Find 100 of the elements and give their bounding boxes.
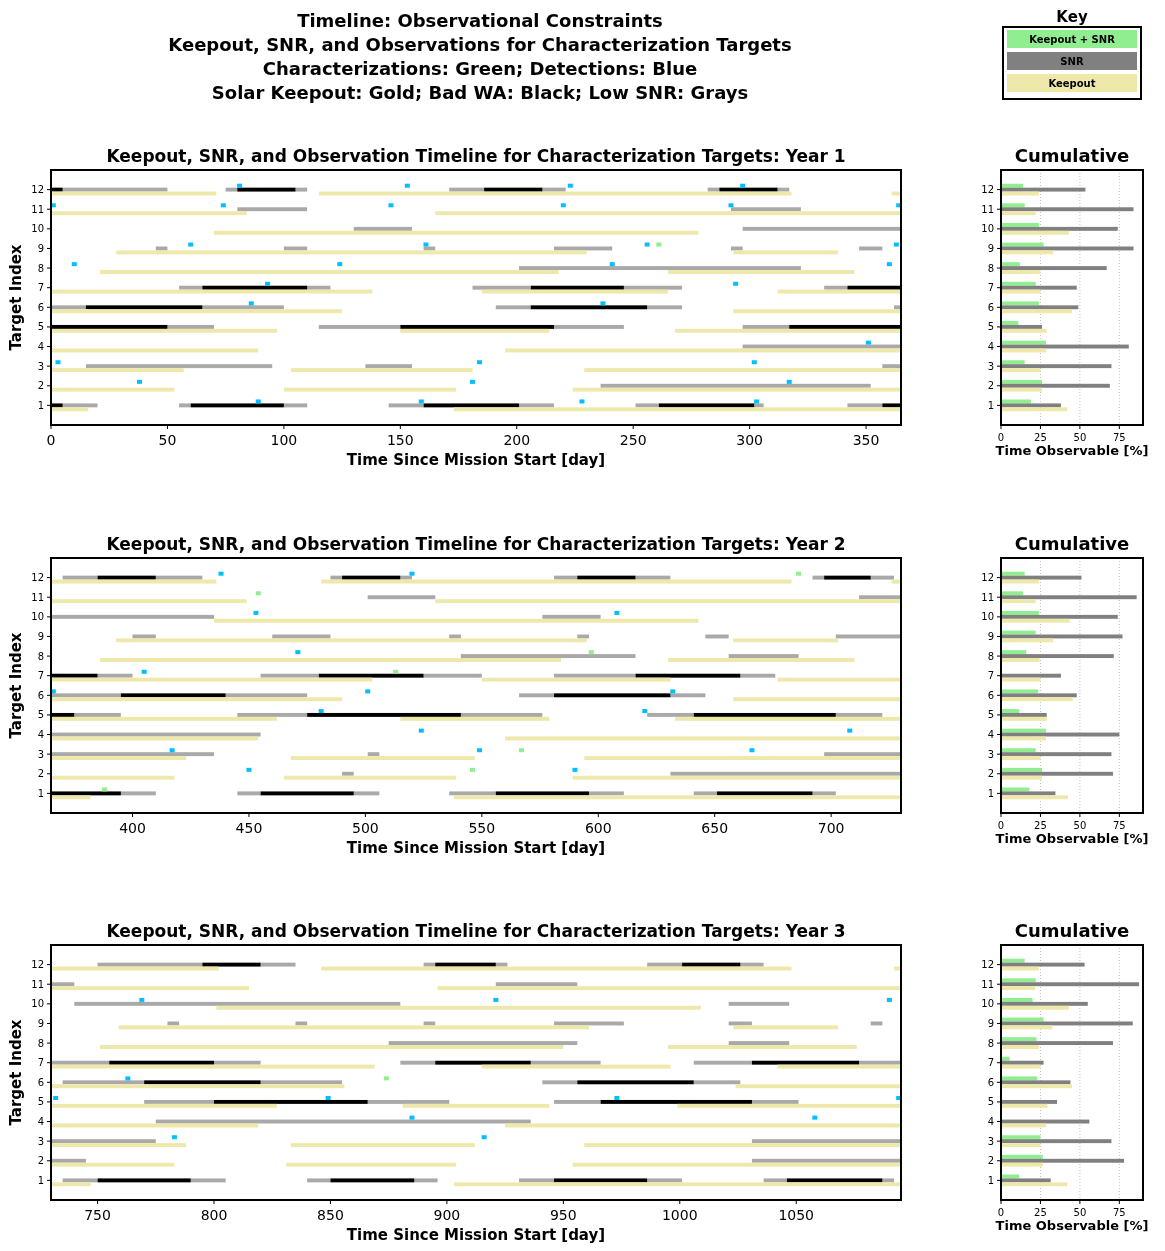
- x-tick-label: 0: [46, 432, 56, 448]
- y-tick-label: 3: [987, 360, 994, 372]
- y-tick-label: 9: [987, 630, 994, 642]
- y-tick-label: 1: [987, 787, 994, 799]
- bar: [1001, 340, 1046, 345]
- bar: [1001, 958, 1025, 963]
- bar: [1001, 728, 1046, 733]
- bar: [1001, 344, 1129, 349]
- bar: [1001, 986, 1035, 991]
- y-tick-label: 1: [987, 1174, 994, 1186]
- y-tick-label: 6: [37, 1076, 44, 1088]
- x-tick-label: 50: [158, 432, 177, 448]
- y-tick-label: 7: [37, 282, 44, 294]
- x-tick-label: 350: [852, 432, 880, 448]
- text: Keepout + SNR: [1029, 34, 1116, 45]
- bar: [1001, 1064, 1041, 1069]
- y-tick-label: 10: [31, 223, 44, 235]
- bar: [1001, 732, 1120, 737]
- bar: [1001, 360, 1025, 365]
- y-tick-label: 2: [37, 768, 44, 780]
- y-tick-label: 8: [37, 262, 44, 274]
- y-tick-label: 3: [987, 1135, 994, 1147]
- y-tick-label: 9: [987, 1017, 994, 1029]
- x-tick-label: 300: [736, 432, 763, 448]
- x-tick-label: 450: [235, 820, 263, 836]
- y-axis-title: Target Index: [7, 244, 25, 351]
- bar: [1001, 978, 1036, 983]
- bar: [1001, 982, 1140, 987]
- y-tick-label: 11: [31, 591, 44, 603]
- y-tick-label: 5: [987, 1096, 994, 1108]
- x-tick-label: 900: [433, 1207, 461, 1223]
- bar: [1001, 1139, 1112, 1144]
- y-tick-label: 1: [37, 787, 44, 799]
- y-tick-label: 5: [37, 709, 44, 721]
- y-tick-label: 4: [987, 729, 994, 741]
- bar: [1001, 183, 1024, 188]
- bar: [1001, 270, 1041, 274]
- x-tick-label: 0: [997, 820, 1005, 831]
- bar: [1001, 771, 1114, 776]
- y-tick-label: 11: [31, 978, 44, 990]
- bar: [1001, 1056, 1010, 1061]
- x-tick-label: 75: [1112, 820, 1126, 831]
- bar: [1001, 595, 1137, 600]
- bar: [1001, 1060, 1044, 1065]
- bar: [1001, 289, 1041, 294]
- y-tick-label: 9: [37, 242, 44, 254]
- y-tick-label: 1: [37, 1174, 44, 1186]
- y-tick-label: 12: [31, 184, 44, 196]
- bar: [1001, 1025, 1053, 1030]
- y-tick-label: 2: [987, 380, 994, 392]
- bar: [1001, 191, 1039, 196]
- bar: [1001, 962, 1085, 967]
- bar: [1001, 1076, 1038, 1081]
- bar: [1001, 222, 1039, 227]
- y-tick-label: 7: [987, 1057, 994, 1069]
- bar: [1001, 301, 1039, 306]
- y-tick-label: 7: [37, 670, 44, 682]
- bar: [1001, 630, 1036, 635]
- y-tick-label: 4: [37, 1116, 44, 1128]
- bar: [1001, 677, 1041, 682]
- bar: [1001, 1080, 1071, 1085]
- chart-title: Keepout, SNR, and Observation Timeline for Characterization Targets: Year 3: [106, 921, 846, 941]
- bar: [1001, 1084, 1072, 1089]
- bar: [1001, 250, 1054, 255]
- y-tick-label: 6: [987, 689, 994, 701]
- chart-title: Cumulative: [1014, 920, 1130, 941]
- bar: [1001, 591, 1024, 596]
- x-tick-label: 0: [997, 1207, 1005, 1218]
- bar: [1001, 618, 1070, 623]
- y-tick-label: 10: [981, 611, 994, 623]
- bar: [1001, 689, 1039, 694]
- y-tick-label: 2: [37, 1155, 44, 1167]
- y-tick-label: 4: [987, 341, 994, 353]
- y-tick-label: 8: [987, 262, 994, 274]
- x-axis-title: Time Observable [%]: [995, 1218, 1149, 1233]
- y-tick-label: 12: [981, 184, 994, 196]
- bar: [1001, 321, 1019, 325]
- x-axis-title: Time Since Mission Start [day]: [346, 839, 606, 857]
- bar: [1001, 1158, 1125, 1163]
- y-tick-label: 5: [37, 321, 44, 333]
- y-tick-label: 11: [981, 203, 994, 215]
- y-tick-label: 3: [37, 1135, 44, 1147]
- text: Timeline: Observational Constraints Keepout, SNR, and Observations for Characterization Targets Characterizations: Green; Detections: Blue Solar Keepout: Gold; Bad WA: Black; Low SNR: Grays: [168, 10, 792, 103]
- x-tick-label: 50: [1073, 820, 1087, 831]
- bar: [1001, 579, 1039, 584]
- x-tick-label: 250: [619, 432, 647, 448]
- bar: [1001, 285, 1077, 290]
- y-tick-label: 3: [987, 748, 994, 760]
- bar: [1001, 1135, 1041, 1140]
- bar: [1001, 305, 1079, 310]
- bar: [1001, 997, 1033, 1002]
- bar: [1001, 638, 1054, 643]
- bar: [1001, 1001, 1088, 1006]
- bar: [1001, 673, 1061, 678]
- y-tick-label: 10: [981, 223, 994, 235]
- y-axis-title: Target Index: [7, 632, 25, 739]
- y-tick-label: 4: [37, 341, 44, 353]
- y-tick-label: 1: [987, 399, 994, 411]
- x-axis-title: Time Since Mission Start [day]: [346, 1226, 606, 1244]
- y-tick-label: 4: [987, 1116, 994, 1128]
